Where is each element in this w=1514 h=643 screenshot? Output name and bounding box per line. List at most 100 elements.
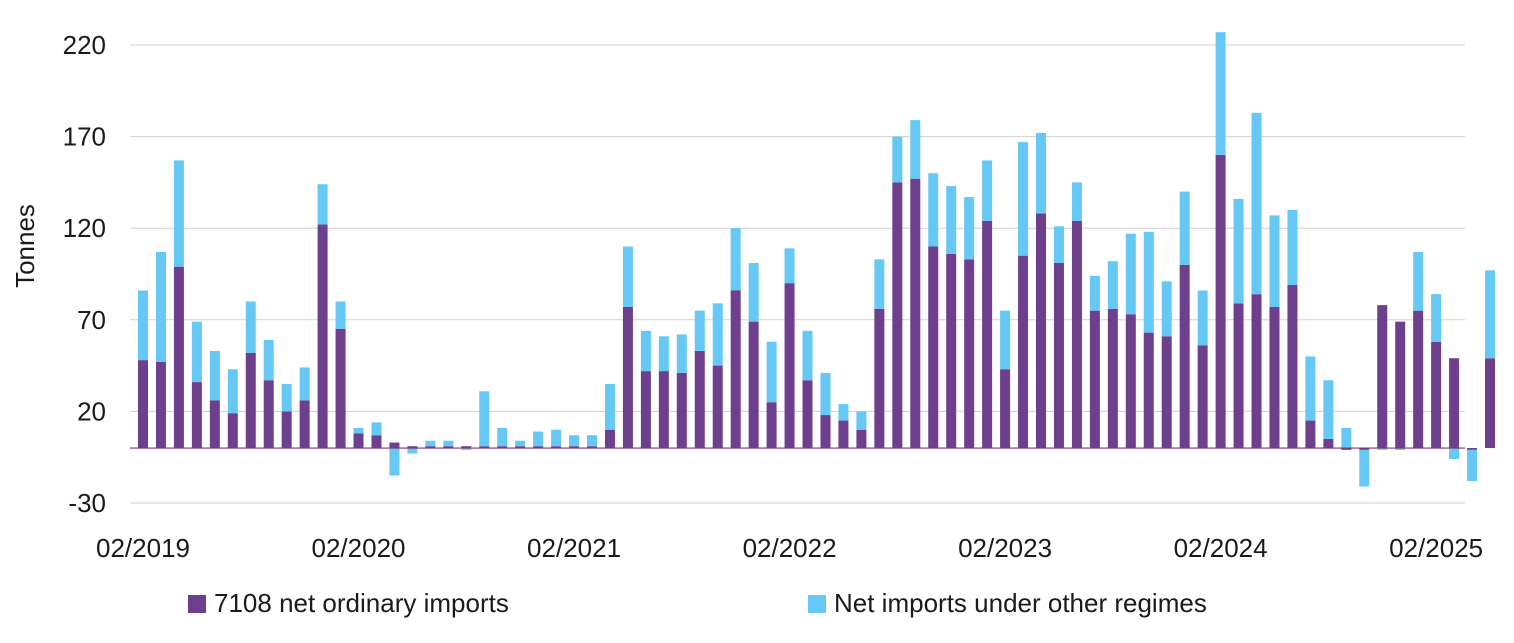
bar-ordinary — [1018, 255, 1029, 449]
bar-other — [946, 186, 957, 254]
bar-other — [838, 404, 849, 421]
bar-other — [784, 248, 795, 284]
bar-other — [191, 321, 202, 383]
bar-ordinary — [1269, 306, 1280, 449]
bar-ordinary — [1107, 308, 1118, 449]
bar-ordinary — [138, 360, 148, 449]
bar-ordinary — [227, 413, 238, 449]
y-tick-label: 220 — [63, 30, 106, 60]
bar-other — [1449, 448, 1460, 460]
bar-other — [317, 184, 328, 225]
bar-ordinary — [946, 253, 957, 449]
bar-ordinary — [1089, 310, 1100, 449]
bar-other — [479, 391, 490, 447]
bar-ordinary — [964, 259, 975, 449]
bar-other — [1341, 427, 1352, 449]
legend-item-ordinary: 7108 net ordinary imports — [188, 588, 509, 619]
bar-other — [1395, 448, 1406, 450]
bar-ordinary — [1485, 358, 1495, 449]
bar-other — [730, 228, 741, 291]
bar-other — [569, 435, 580, 447]
bar-ordinary — [1341, 448, 1352, 450]
bars — [130, 32, 1495, 487]
bar-ordinary — [1143, 332, 1154, 449]
bar-other — [1287, 209, 1298, 285]
bar-other — [1143, 231, 1154, 333]
x-tick-label: 02/2025 — [1389, 533, 1483, 563]
bar-ordinary — [443, 446, 454, 449]
x-tick-label: 02/2023 — [958, 533, 1052, 563]
bar-ordinary — [604, 429, 615, 449]
bar-other — [712, 303, 723, 366]
bar-ordinary — [1377, 305, 1388, 449]
bar-other — [1071, 182, 1082, 221]
bar-other — [658, 336, 669, 372]
bar-ordinary — [1449, 358, 1460, 449]
bar-ordinary — [299, 400, 310, 449]
bar-other — [155, 252, 166, 362]
bar-other — [964, 197, 975, 260]
bar-ordinary — [1000, 369, 1011, 449]
bar-other — [1251, 112, 1262, 295]
bar-ordinary — [497, 446, 508, 449]
bar-other — [551, 429, 562, 447]
bar-other — [299, 367, 310, 401]
bar-ordinary — [928, 246, 939, 449]
x-tick-label: 02/2024 — [1174, 533, 1268, 563]
bar-ordinary — [820, 415, 831, 449]
bar-other — [1323, 380, 1334, 439]
bar-other — [371, 422, 382, 436]
bar-other — [1359, 449, 1370, 487]
bar-other — [1485, 270, 1495, 359]
bar-ordinary — [191, 382, 202, 449]
bar-ordinary — [1071, 220, 1082, 449]
bar-other — [766, 341, 777, 403]
bar-ordinary — [640, 371, 651, 449]
bar-ordinary — [515, 446, 526, 449]
legend-label-ordinary: 7108 net ordinary imports — [214, 588, 509, 618]
bar-ordinary — [1036, 213, 1046, 449]
bar-other — [245, 301, 256, 353]
bar-ordinary — [1395, 321, 1406, 449]
x-tick-label: 02/2022 — [743, 533, 837, 563]
y-tick-label: 120 — [63, 213, 106, 243]
bar-ordinary — [784, 283, 795, 449]
x-tick-label: 02/2019 — [96, 533, 190, 563]
bar-other — [587, 435, 597, 447]
bar-ordinary — [856, 429, 867, 449]
bar-ordinary — [1413, 310, 1424, 449]
bar-other — [892, 136, 903, 183]
bar-ordinary — [1161, 336, 1172, 449]
bar-ordinary — [1197, 345, 1208, 449]
bar-other — [1197, 290, 1208, 346]
legend-label-other: Net imports under other regimes — [834, 588, 1207, 618]
bar-other — [1215, 32, 1226, 155]
y-tick-label: 70 — [77, 305, 106, 335]
bar-other — [1161, 281, 1172, 337]
bar-other — [802, 330, 813, 381]
y-tick-label: 20 — [77, 396, 106, 426]
bar-other — [1018, 142, 1029, 256]
y-axis-title: Tonnes — [10, 204, 40, 288]
bar-other — [748, 263, 759, 322]
bar-ordinary — [1215, 154, 1226, 449]
bar-ordinary — [874, 308, 885, 449]
bar-ordinary — [748, 321, 759, 449]
bar-other — [1467, 449, 1478, 482]
bar-other — [820, 372, 831, 416]
bar-ordinary — [1251, 294, 1262, 449]
bar-ordinary — [407, 446, 418, 449]
bar-other — [1377, 448, 1388, 450]
bar-ordinary — [551, 446, 562, 449]
bar-ordinary — [461, 446, 472, 449]
bar-ordinary — [263, 380, 274, 449]
bar-other — [874, 259, 885, 309]
bar-ordinary — [1125, 314, 1136, 449]
bar-other — [1413, 252, 1424, 311]
bar-other — [497, 427, 508, 447]
bar-ordinary — [533, 446, 544, 449]
bar-ordinary — [1233, 303, 1244, 449]
bar-other — [1089, 275, 1100, 311]
bar-other — [928, 173, 939, 247]
bar-ordinary — [658, 371, 669, 449]
